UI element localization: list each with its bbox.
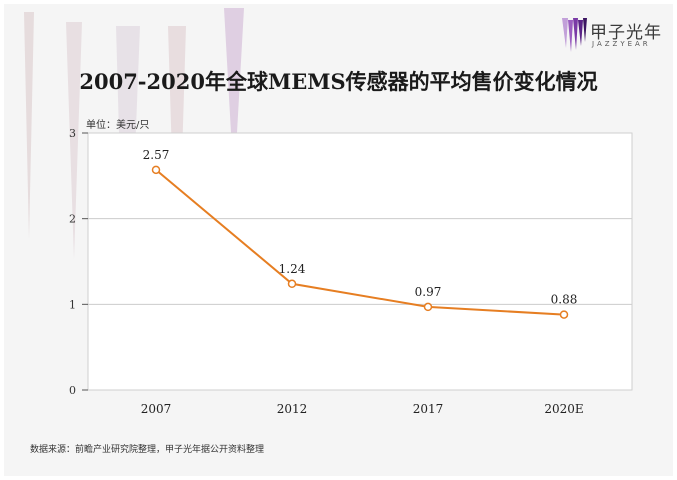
chart-title: 2007-2020年全球MEMS传感器的平均售价变化情况 [79,69,598,94]
data-point [287,279,297,289]
data-label: 1.24 [279,262,306,276]
logo-text-cn: 甲子光年 [590,23,662,43]
data-label: 2.57 [143,148,170,162]
y-tick-label: 3 [69,127,76,140]
data-point [151,165,161,175]
series-line [155,169,565,316]
x-tick-label: 2007 [141,402,172,416]
x-tick-label: 2020E [544,402,583,416]
data-label: 0.97 [415,285,442,299]
y-tick-label: 0 [69,384,76,397]
data-label: 0.88 [551,293,578,307]
x-tick-label: 2017 [413,402,444,416]
y-tick-label: 2 [69,213,76,226]
logo-text-en: JAZZYEAR [592,40,651,48]
source-note: 数据来源：前瞻产业研究院整理，甲子光年据公开资料整理 [30,445,265,455]
data-point [559,310,569,319]
plot-area [87,132,633,391]
unit-label: 单位：美元/只 [86,120,150,131]
logo-mark-icon [562,18,587,52]
data-point [423,302,433,312]
y-tick-label: 1 [69,298,76,311]
x-tick-label: 2012 [277,402,308,416]
brand-logo: 甲子光年 JAZZYEAR [562,16,672,56]
